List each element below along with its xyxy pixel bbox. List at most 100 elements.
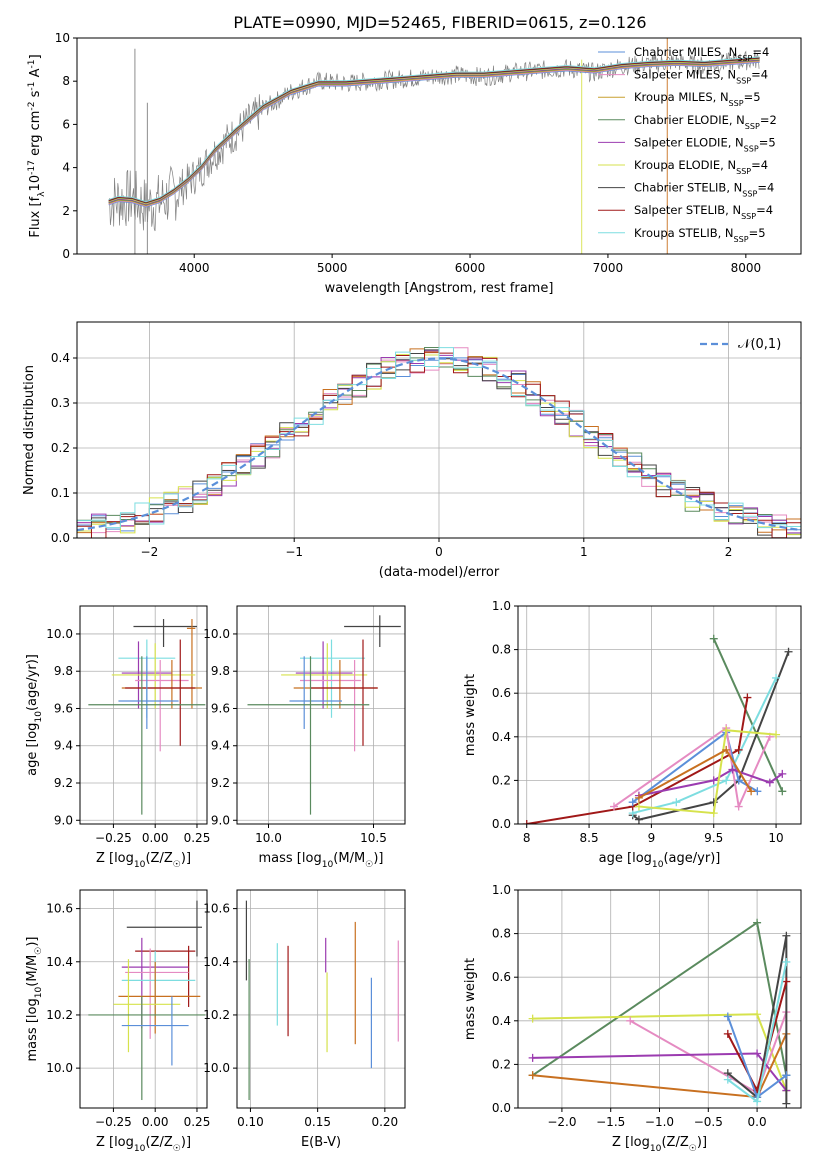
weight-line xyxy=(727,935,788,1104)
weight-marker xyxy=(528,1053,537,1062)
x-tick-label: −2 xyxy=(141,545,159,559)
panel-weight-vs-age: 8 8.5 9 9.5 10 0.0 0.2 0.4 0.6 0.8 1.0 age [log10(a… xyxy=(463,599,802,870)
y-tick-label: 10.2 xyxy=(46,1008,73,1022)
x-axis-label: Z [log10(Z/Z☉)] xyxy=(612,1135,707,1154)
y-tick-label: 2 xyxy=(62,204,70,218)
y-axis-label: Flux [fλ10-17 erg cm-2 s-1 A-1] xyxy=(27,54,47,237)
weight-marker xyxy=(734,776,743,785)
y-tick-label: 0.0 xyxy=(51,531,70,545)
model-line xyxy=(108,57,760,203)
legend-label: Kroupa MILES, NSSP=5 xyxy=(634,90,761,108)
y-tick-label: 0.2 xyxy=(492,1057,511,1071)
legend-label: 𝒩(0,1) xyxy=(738,337,781,352)
y-tick-label: 0.4 xyxy=(492,1014,511,1028)
y-tick-label: 0.3 xyxy=(51,396,70,410)
weight-marker xyxy=(782,957,791,966)
plot-area xyxy=(108,38,760,254)
y-tick-label: 9.6 xyxy=(54,701,73,715)
y-tick-label: 10.0 xyxy=(46,1061,73,1075)
y-tick-label: 0.0 xyxy=(492,1101,511,1115)
y-tick-label: 10.6 xyxy=(46,902,73,916)
legend-label: Salpeter STELIB, NSSP=4 xyxy=(634,203,773,221)
weight-marker xyxy=(634,793,643,802)
weight-marker xyxy=(782,1099,791,1108)
weight-marker xyxy=(609,802,618,811)
plot-area xyxy=(77,346,801,538)
plot-area xyxy=(88,900,206,1101)
y-tick-label: 10.4 xyxy=(203,955,230,969)
axes-frame xyxy=(79,605,208,825)
x-tick-label: 6000 xyxy=(455,261,486,275)
y-tick-label: 9.4 xyxy=(54,739,73,753)
x-tick-label: −2.0 xyxy=(547,1115,576,1129)
x-tick-label: 0 xyxy=(435,545,443,559)
weight-marker xyxy=(782,1071,791,1080)
weight-marker xyxy=(723,1029,732,1038)
x-tick-label: 4000 xyxy=(179,261,210,275)
x-tick-label: 0.15 xyxy=(304,1115,331,1129)
weight-marker xyxy=(728,765,737,774)
weight-marker xyxy=(634,815,643,824)
legend-label: Salpeter ELODIE, NSSP=5 xyxy=(634,135,776,153)
y-tick-label: 0.1 xyxy=(51,486,70,500)
model-line xyxy=(108,57,760,204)
y-axis-label: mass weight xyxy=(463,674,478,756)
weight-marker xyxy=(709,798,718,807)
y-tick-label: 0.0 xyxy=(492,817,511,831)
legend-label: Salpeter MILES, NSSP=4 xyxy=(634,68,768,86)
legend-label: Chabrier ELODIE, NSSP=2 xyxy=(634,113,777,131)
weight-marker xyxy=(753,1010,762,1019)
x-axis-label: Z [log10(Z/Z☉)] xyxy=(96,851,191,870)
x-tick-label: 5000 xyxy=(317,261,348,275)
model-line xyxy=(108,58,760,205)
weight-line xyxy=(526,697,749,824)
x-tick-label: 1 xyxy=(580,545,588,559)
y-tick-label: 9.0 xyxy=(211,813,230,827)
panel-mass-vs-Z: −0.25 0.00 0.25 10.0 10.2 10.4 10.6 Z [log10(Z/… xyxy=(25,889,211,1154)
y-tick-label: 10.0 xyxy=(46,627,73,641)
x-tick-label: 8000 xyxy=(731,261,762,275)
plot-area xyxy=(247,615,401,815)
y-tick-label: 9.2 xyxy=(211,776,230,790)
weight-marker xyxy=(528,1071,537,1080)
weight-marker xyxy=(723,1075,732,1084)
x-tick-label: 0.10 xyxy=(237,1115,264,1129)
weight-marker xyxy=(672,798,681,807)
y-tick-label: 0.4 xyxy=(492,730,511,744)
axes-frame xyxy=(236,889,406,1109)
weight-marker xyxy=(784,647,793,656)
model-line xyxy=(108,59,760,206)
y-tick-label: 4 xyxy=(62,161,70,175)
weight-marker xyxy=(723,1012,732,1021)
weight-line xyxy=(638,729,777,815)
x-axis-label: (data-model)/error xyxy=(379,565,500,580)
model-line xyxy=(108,61,760,208)
y-tick-label: 10.0 xyxy=(203,627,230,641)
y-tick-label: 9.8 xyxy=(54,664,73,678)
y-tick-label: 0.6 xyxy=(492,970,511,984)
model-line xyxy=(108,59,760,205)
x-tick-label: 10.5 xyxy=(360,831,387,845)
x-axis-label: mass [log10(M/M☉)] xyxy=(259,851,384,870)
y-tick-label: 0.4 xyxy=(51,351,70,365)
weight-marker xyxy=(522,820,531,824)
x-tick-label: 0.25 xyxy=(184,1115,211,1129)
weight-marker xyxy=(734,745,743,754)
weight-marker xyxy=(634,802,643,811)
y-tick-label: 6 xyxy=(62,117,70,131)
residual-histogram xyxy=(77,347,801,529)
x-tick-label: −1.0 xyxy=(645,1115,674,1129)
y-tick-label: 10.0 xyxy=(203,1061,230,1075)
x-tick-label: 0.25 xyxy=(184,831,211,845)
panel-spectrum: 4000 5000 6000 7000 8000 0 2 4 6 8 10 wavelength [A… xyxy=(27,31,802,296)
weight-marker xyxy=(709,634,718,643)
weight-marker xyxy=(772,673,781,682)
y-tick-label: 9.2 xyxy=(54,776,73,790)
x-tick-label: 0.00 xyxy=(142,831,169,845)
gaussian-curve xyxy=(77,357,801,532)
y-axis-label: mass [log10(M/M☉)] xyxy=(25,937,44,1062)
x-axis-label: Z [log10(Z/Z☉)] xyxy=(96,1135,191,1154)
weight-marker xyxy=(778,769,787,778)
weight-marker xyxy=(528,1014,537,1023)
panel-age-vs-Z: −0.25 0.00 0.25 9.0 9.2 9.4 9.6 9.8 10.0 Z [log10… xyxy=(25,605,211,870)
